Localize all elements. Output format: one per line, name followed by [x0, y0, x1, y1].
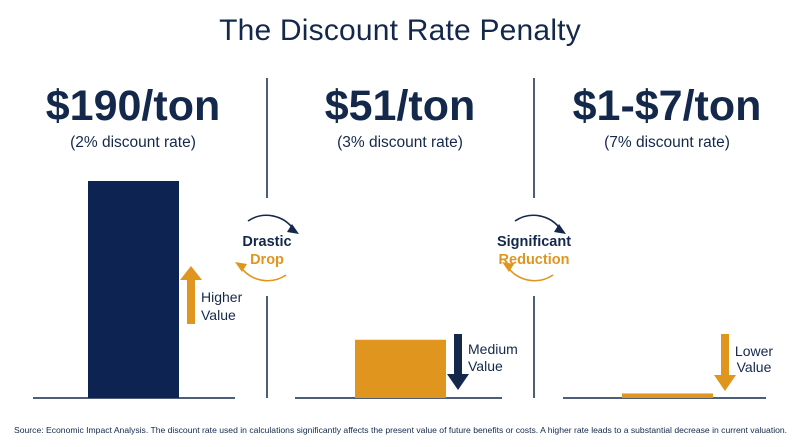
source-note: Source: Economic Impact Analysis. The di…: [14, 425, 788, 435]
transition-label: Reduction: [499, 252, 570, 268]
chart-title: The Discount Rate Penalty: [219, 14, 581, 47]
arrow-down-icon: [447, 334, 469, 390]
arrow-down-icon: [714, 334, 736, 391]
transition-label: Drop: [250, 252, 284, 268]
discount-rate-label: (2% discount rate): [70, 134, 196, 151]
bar: [622, 393, 713, 398]
arrow-up-icon: [180, 266, 202, 324]
transition-label: Significant: [497, 234, 571, 250]
value-label: $51/ton: [325, 82, 476, 130]
discount-rate-label: (7% discount rate): [604, 134, 730, 151]
annotation-label: Value: [737, 359, 772, 375]
annotation-label: Higher: [201, 289, 243, 305]
bar: [88, 181, 179, 398]
cycle-arrows-icon: [502, 214, 566, 282]
value-label: $190/ton: [46, 82, 220, 130]
cycle-arrows-icon: [235, 214, 299, 282]
discount-rate-label: (3% discount rate): [337, 134, 463, 151]
annotation-label: Medium: [468, 341, 518, 357]
annotation-label: Lower: [735, 343, 773, 359]
transition-label: Drastic: [242, 234, 291, 250]
bar: [355, 339, 446, 398]
annotation-label: Value: [468, 358, 503, 374]
annotation-label: Value: [201, 307, 236, 323]
value-label: $1-$7/ton: [573, 82, 762, 130]
